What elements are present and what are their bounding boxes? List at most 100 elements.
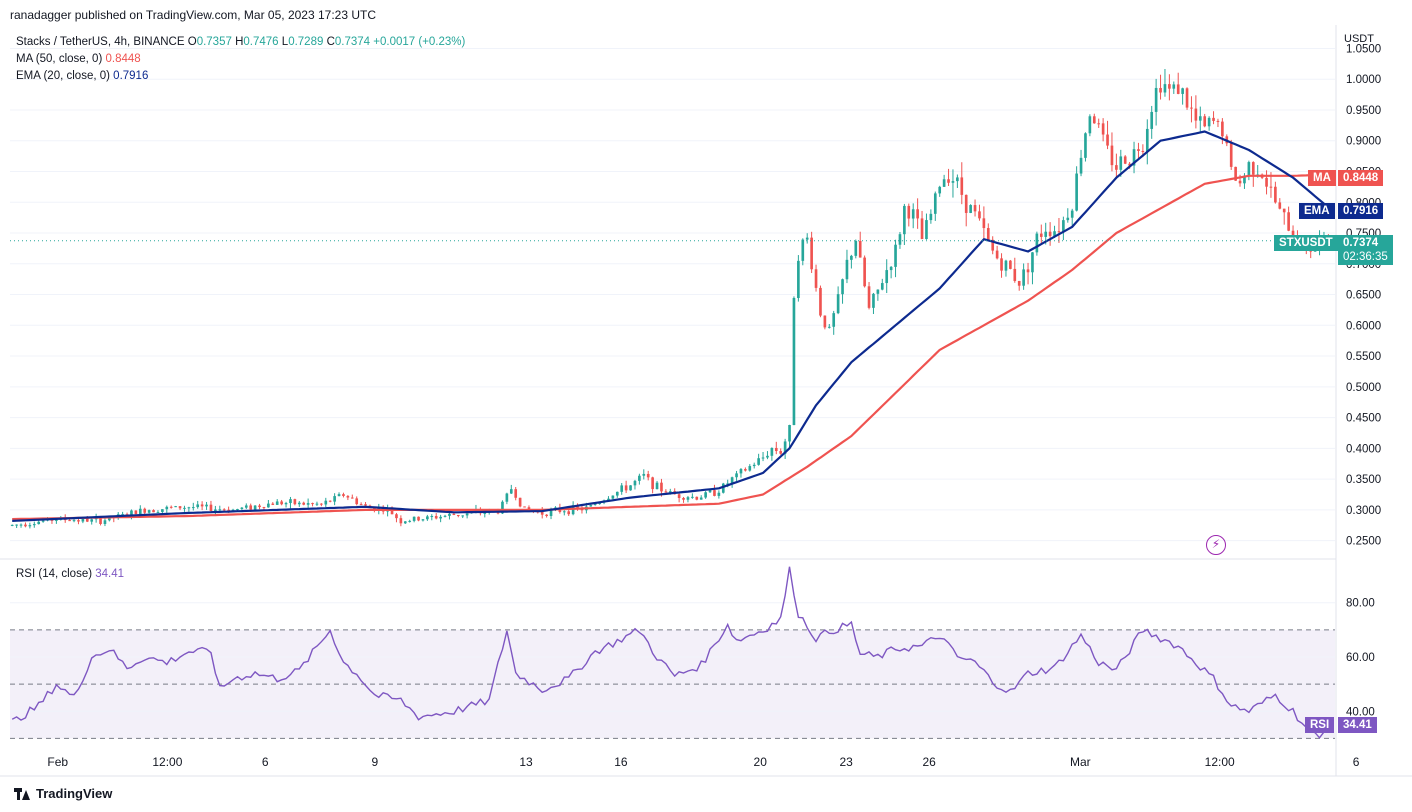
candle-body bbox=[289, 499, 292, 504]
candle-body bbox=[1092, 116, 1096, 124]
candle-body bbox=[730, 477, 734, 484]
candle-body bbox=[183, 507, 186, 509]
candle-body bbox=[1044, 231, 1048, 237]
candle-body bbox=[982, 218, 986, 229]
candle-body bbox=[271, 503, 275, 505]
candle-body bbox=[143, 508, 147, 513]
candle-body bbox=[1062, 220, 1065, 233]
candle-body bbox=[1251, 162, 1255, 175]
candle-body bbox=[774, 447, 778, 452]
ma-legend: MA (50, close, 0) 0.8448 bbox=[16, 53, 141, 65]
rsi-tick-label: 40.00 bbox=[1346, 706, 1375, 718]
candle-body bbox=[788, 425, 791, 442]
candle-body bbox=[174, 506, 177, 508]
candle-body bbox=[792, 298, 796, 426]
candle-body bbox=[514, 489, 518, 498]
candle-body bbox=[209, 504, 213, 511]
candle-body bbox=[461, 515, 465, 517]
candle-body bbox=[810, 237, 813, 270]
time-tick-label: 23 bbox=[840, 755, 854, 769]
price-tick-label: 0.2500 bbox=[1346, 536, 1381, 548]
candle-body bbox=[1017, 280, 1021, 286]
candle-body bbox=[699, 497, 703, 500]
candle-body bbox=[1000, 258, 1003, 271]
candle-body bbox=[1106, 134, 1109, 146]
candle-body bbox=[161, 509, 164, 512]
time-tick-label: 16 bbox=[614, 755, 628, 769]
candle-body bbox=[907, 205, 911, 219]
candle-body bbox=[841, 279, 844, 295]
candle-body bbox=[236, 508, 239, 510]
candle-body bbox=[408, 520, 412, 522]
candle-body bbox=[311, 503, 314, 505]
candle-body bbox=[823, 315, 827, 328]
candle-body bbox=[836, 294, 840, 314]
candle-body bbox=[1119, 156, 1123, 170]
candle-body bbox=[1132, 149, 1136, 166]
candle-body bbox=[178, 506, 182, 509]
candle-body bbox=[1141, 150, 1145, 152]
time-tick-label: Mar bbox=[1070, 755, 1091, 769]
candle-body bbox=[244, 505, 248, 508]
candle-body bbox=[867, 286, 871, 308]
brand-name: TradingView bbox=[36, 786, 113, 801]
candle-body bbox=[655, 482, 659, 490]
candle-body bbox=[567, 511, 571, 515]
candle-body bbox=[306, 503, 310, 505]
candle-body bbox=[607, 498, 610, 501]
candle-body bbox=[509, 489, 513, 494]
candle-body bbox=[103, 520, 107, 524]
candle-body bbox=[37, 521, 41, 525]
symbol-legend: Stacks / TetherUS, 4h, BINANCE O0.7357 H… bbox=[16, 36, 465, 48]
candle-body bbox=[1212, 117, 1215, 121]
candle-body bbox=[761, 457, 765, 459]
time-tick-label: 20 bbox=[754, 755, 768, 769]
candle-body bbox=[1159, 87, 1162, 93]
candle-body bbox=[929, 213, 933, 221]
candle-body bbox=[501, 501, 504, 514]
candle-body bbox=[169, 506, 173, 508]
candle-body bbox=[1057, 231, 1061, 233]
candle-body bbox=[1216, 120, 1220, 122]
candle-body bbox=[593, 504, 597, 506]
candle-body bbox=[19, 524, 23, 526]
time-tick-label: 13 bbox=[519, 755, 533, 769]
time-tick-label: 6 bbox=[262, 755, 269, 769]
candle-body bbox=[668, 491, 672, 493]
candle-body bbox=[1070, 210, 1074, 218]
last-price: 0.7374 bbox=[1343, 237, 1379, 249]
candle-body bbox=[1110, 145, 1114, 166]
candle-body bbox=[439, 516, 442, 519]
candle-body bbox=[1026, 269, 1030, 273]
candle-body bbox=[147, 510, 151, 513]
open-label: O bbox=[187, 36, 197, 48]
ema-axis-value: 0.7916 bbox=[1338, 203, 1384, 219]
candle-body bbox=[505, 493, 509, 502]
candle-body bbox=[337, 494, 341, 497]
candle-body bbox=[152, 510, 155, 513]
time-tick-label: 12:00 bbox=[1205, 755, 1235, 769]
candle-body bbox=[973, 205, 977, 212]
candle-body bbox=[1137, 149, 1140, 151]
lightning-icon[interactable]: ⚡ bbox=[1206, 535, 1226, 555]
candle-body bbox=[704, 492, 707, 498]
candle-body bbox=[196, 504, 200, 508]
candle-body bbox=[448, 513, 451, 516]
candle-body bbox=[1190, 107, 1193, 109]
close-value: 0.7374 bbox=[334, 36, 371, 48]
candle-body bbox=[200, 504, 204, 507]
candle-body bbox=[664, 491, 668, 493]
candle-body bbox=[426, 516, 429, 520]
candle-body bbox=[885, 270, 889, 284]
candle-body bbox=[814, 269, 818, 288]
candle-body bbox=[1048, 231, 1052, 237]
candle-body bbox=[262, 507, 266, 509]
candle-body bbox=[925, 220, 928, 240]
candle-body bbox=[1234, 166, 1237, 181]
ma-tag-label: MA bbox=[1313, 172, 1331, 184]
candle-body bbox=[399, 518, 403, 524]
candle-body bbox=[766, 455, 769, 458]
candle-body bbox=[350, 497, 354, 499]
candle-body bbox=[483, 512, 487, 514]
